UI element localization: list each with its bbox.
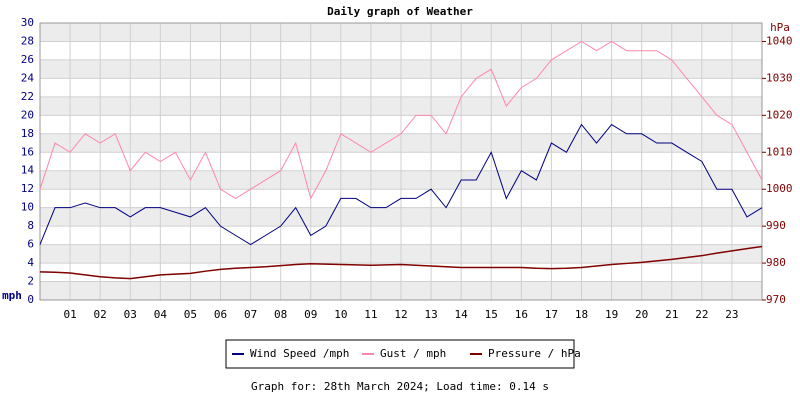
x-tick-label: 03 bbox=[124, 308, 137, 321]
y-tick-label: 26 bbox=[21, 53, 34, 66]
y-tick-label: 16 bbox=[21, 145, 34, 158]
x-tick-label: 14 bbox=[455, 308, 469, 321]
y-tick-label: 30 bbox=[21, 16, 34, 29]
x-tick-label: 13 bbox=[424, 308, 437, 321]
x-tick-label: 12 bbox=[394, 308, 407, 321]
y2-tick-label: 1000 bbox=[766, 182, 793, 195]
legend-label: Pressure / hPa bbox=[488, 347, 581, 360]
x-tick-label: 10 bbox=[334, 308, 347, 321]
y-axis-label: mph bbox=[2, 289, 22, 302]
y-tick-label: 12 bbox=[21, 182, 34, 195]
legend-label: Gust / mph bbox=[380, 347, 446, 360]
x-tick-label: 22 bbox=[695, 308, 708, 321]
chart-title: Daily graph of Weather bbox=[327, 5, 473, 18]
y2-tick-label: 1010 bbox=[766, 145, 793, 158]
y-tick-label: 6 bbox=[27, 238, 34, 251]
y2-tick-label: 980 bbox=[766, 256, 786, 269]
y-tick-label: 0 bbox=[27, 293, 34, 306]
plot-area bbox=[39, 22, 763, 301]
x-tick-label: 15 bbox=[485, 308, 498, 321]
x-tick-label: 17 bbox=[545, 308, 558, 321]
x-tick-label: 23 bbox=[725, 308, 738, 321]
x-tick-label: 18 bbox=[575, 308, 588, 321]
y-tick-label: 20 bbox=[21, 108, 34, 121]
y2-tick-label: 1030 bbox=[766, 71, 793, 84]
y-tick-label: 8 bbox=[27, 219, 34, 232]
series-line bbox=[39, 123, 763, 246]
footer: Graph for: 28th March 2024; Load time: 0… bbox=[251, 380, 549, 393]
x-tick-label: 21 bbox=[665, 308, 678, 321]
y2-tick-label: 1020 bbox=[766, 108, 793, 121]
x-tick-label: 04 bbox=[154, 308, 168, 321]
y-tick-label: 18 bbox=[21, 127, 34, 140]
x-tick-label: 07 bbox=[244, 308, 257, 321]
y2-axis-label: hPa bbox=[770, 21, 790, 34]
y-tick-label: 2 bbox=[27, 275, 34, 288]
x-tick-label: 09 bbox=[304, 308, 317, 321]
legend-label: Wind Speed /mph bbox=[250, 347, 349, 360]
x-tick-label: 19 bbox=[605, 308, 618, 321]
plot-frame bbox=[39, 22, 763, 301]
legend-box bbox=[225, 339, 575, 369]
y-tick-label: 14 bbox=[21, 164, 35, 177]
y-tick-label: 4 bbox=[27, 256, 34, 269]
x-tick-label: 06 bbox=[214, 308, 227, 321]
y-tick-label: 24 bbox=[21, 71, 35, 84]
y-tick-label: 22 bbox=[21, 90, 34, 103]
x-tick-label: 05 bbox=[184, 308, 197, 321]
x-tick-label: 11 bbox=[364, 308, 377, 321]
x-tick-label: 08 bbox=[274, 308, 287, 321]
y-tick-label: 28 bbox=[21, 34, 34, 47]
x-tick-label: 01 bbox=[63, 308, 76, 321]
y2-tick-label: 970 bbox=[766, 293, 786, 306]
x-tick-label: 20 bbox=[635, 308, 648, 321]
y2-tick-label: 990 bbox=[766, 219, 786, 232]
series-line bbox=[39, 40, 763, 200]
series-line bbox=[39, 245, 763, 280]
y-tick-label: 10 bbox=[21, 201, 34, 214]
x-tick-label: 16 bbox=[515, 308, 528, 321]
y2-tick-label: 1040 bbox=[766, 34, 793, 47]
x-tick-label: 02 bbox=[94, 308, 107, 321]
series-lines bbox=[39, 40, 763, 280]
